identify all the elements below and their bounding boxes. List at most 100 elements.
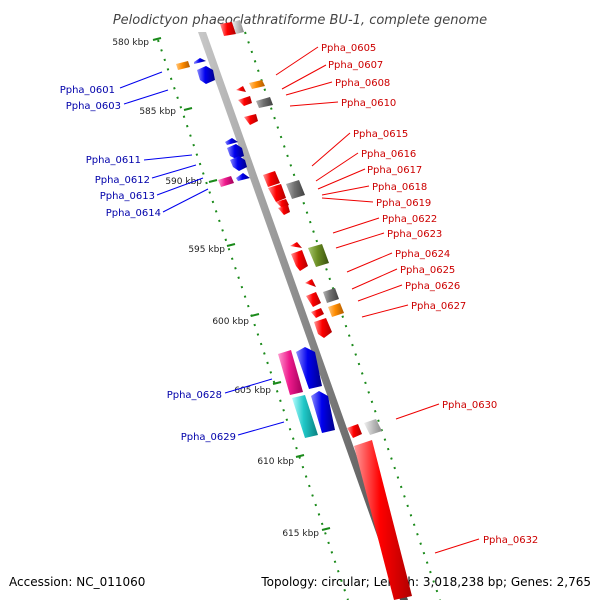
gene-top-red bbox=[220, 22, 236, 36]
gene-label-ppha-0622: Ppha_0622 bbox=[382, 214, 437, 225]
gene-label-ppha-0629: Ppha_0629 bbox=[181, 432, 236, 443]
leader-line bbox=[224, 378, 273, 394]
leader-line bbox=[162, 188, 209, 213]
gene-ppha-0614 bbox=[236, 173, 250, 181]
gene-label-ppha-0613: Ppha_0613 bbox=[100, 191, 155, 202]
gene-arrow bbox=[244, 114, 258, 125]
gene-ppha-0610 bbox=[256, 97, 273, 108]
scale-label: 615 kbp bbox=[282, 529, 319, 539]
leader-line bbox=[151, 164, 197, 179]
gene-label-ppha-0616: Ppha_0616 bbox=[361, 149, 416, 160]
scale-label: 605 kbp bbox=[234, 386, 271, 396]
gene-ppha-0613 bbox=[230, 156, 247, 171]
leader-line bbox=[335, 232, 385, 249]
scale-tick bbox=[226, 243, 236, 247]
leader-line bbox=[119, 71, 163, 89]
leader-line bbox=[289, 101, 339, 107]
gene-ppha-0630 bbox=[347, 424, 362, 438]
gene-ppha-0624 bbox=[291, 250, 308, 271]
gene-ppha-0625 bbox=[305, 279, 316, 287]
leader-line bbox=[311, 132, 351, 167]
leader-line bbox=[434, 538, 480, 554]
leader-line bbox=[357, 284, 403, 302]
scale-label: 590 kbp bbox=[165, 177, 202, 187]
gene-top-gray bbox=[232, 20, 244, 34]
scale-tick bbox=[183, 107, 193, 111]
scale-labels: 580 kbp 585 kbp 590 kbp 595 kbp 600 kbp … bbox=[112, 38, 319, 539]
gene-label-ppha-0623: Ppha_0623 bbox=[387, 229, 442, 240]
gene-label-ppha-0617: Ppha_0617 bbox=[367, 165, 422, 176]
leader-line bbox=[321, 185, 370, 196]
gene-ppha-0622 bbox=[290, 242, 302, 248]
leader-line bbox=[237, 421, 285, 436]
reverse-strand-guide bbox=[244, 31, 441, 600]
gene-ppha-0612 bbox=[227, 144, 244, 159]
accession-text: Accession: NC_011060 bbox=[9, 575, 145, 589]
gene-label-ppha-0607: Ppha_0607 bbox=[328, 60, 383, 71]
gene-ppha-0626 bbox=[306, 292, 321, 307]
gene-label-ppha-0626: Ppha_0626 bbox=[405, 281, 460, 292]
gene-label-ppha-0630: Ppha_0630 bbox=[442, 400, 497, 411]
gene-ppha-0601 bbox=[176, 61, 190, 70]
gene-ppha-0625-gray bbox=[323, 288, 339, 303]
gene-ppha-0628-blue bbox=[296, 347, 322, 389]
genome-backbone bbox=[198, 32, 408, 600]
forward-strand-guide bbox=[157, 39, 349, 600]
gene-label-ppha-0618: Ppha_0618 bbox=[372, 182, 427, 193]
gene-arrow bbox=[194, 58, 206, 64]
map-title: Pelodictyon phaeoclathratiforme BU-1, co… bbox=[113, 13, 487, 28]
scale-label: 585 kbp bbox=[139, 107, 176, 117]
leader-line bbox=[351, 268, 398, 290]
leader-line bbox=[361, 304, 409, 318]
reverse-strand-genes bbox=[220, 20, 412, 600]
gene-ppha-0629-blue bbox=[311, 391, 335, 433]
gene-ppha-0607 bbox=[236, 86, 246, 92]
gene-label-ppha-0632: Ppha_0632 bbox=[483, 535, 538, 546]
left-leader-lines bbox=[119, 71, 285, 436]
leader-line bbox=[285, 81, 333, 96]
right-leader-lines bbox=[275, 46, 480, 554]
leader-line bbox=[321, 197, 374, 203]
leader-line bbox=[315, 152, 359, 182]
gene-ppha-0628 bbox=[278, 350, 303, 395]
scale-tick bbox=[250, 313, 260, 317]
scale-tick bbox=[152, 37, 162, 41]
leader-line bbox=[275, 46, 319, 76]
scale-label: 580 kbp bbox=[112, 38, 149, 48]
gene-label-ppha-0625: Ppha_0625 bbox=[400, 265, 455, 276]
gene-ppha-0611 bbox=[225, 138, 238, 145]
scale-tick bbox=[321, 527, 331, 531]
leader-line bbox=[156, 177, 204, 196]
leader-line bbox=[332, 217, 380, 234]
scale-tick bbox=[208, 179, 218, 183]
gene-ppha-0627 bbox=[328, 303, 344, 317]
scale-tick bbox=[272, 381, 282, 385]
scale-ticks bbox=[152, 37, 331, 531]
gene-ppha-0629 bbox=[292, 395, 318, 438]
leader-line bbox=[395, 403, 440, 420]
gene-ppha-0614-pink bbox=[218, 176, 234, 187]
gene-label-ppha-0610: Ppha_0610 bbox=[341, 98, 396, 109]
leader-line bbox=[317, 168, 366, 190]
scale-label: 610 kbp bbox=[257, 457, 294, 467]
gene-ppha-0623 bbox=[308, 244, 329, 267]
gene-label-ppha-0612: Ppha_0612 bbox=[95, 175, 150, 186]
gene-label-ppha-0601: Ppha_0601 bbox=[60, 85, 115, 96]
gene-label-ppha-0611: Ppha_0611 bbox=[86, 155, 141, 166]
leader-line bbox=[143, 154, 193, 161]
gene-ppha-0603 bbox=[197, 66, 215, 84]
gene-ppha-0605 bbox=[249, 80, 265, 89]
leader-line bbox=[281, 64, 327, 90]
gene-ppha-0630-gray bbox=[364, 419, 382, 435]
gene-label-ppha-0603: Ppha_0603 bbox=[66, 101, 121, 112]
gene-ppha-0608 bbox=[238, 96, 252, 106]
right-gene-labels: Ppha_0605 Ppha_0607 Ppha_0608 Ppha_0610 … bbox=[321, 43, 538, 546]
scale-label: 595 kbp bbox=[188, 245, 225, 255]
strand-guides bbox=[157, 31, 441, 600]
gene-ppha-0615 bbox=[263, 171, 280, 187]
gene-ppha-0616 bbox=[268, 184, 286, 202]
gene-label-ppha-0608: Ppha_0608 bbox=[335, 78, 390, 89]
gene-ppha-0617 bbox=[286, 180, 305, 199]
gene-label-ppha-0628: Ppha_0628 bbox=[167, 390, 222, 401]
